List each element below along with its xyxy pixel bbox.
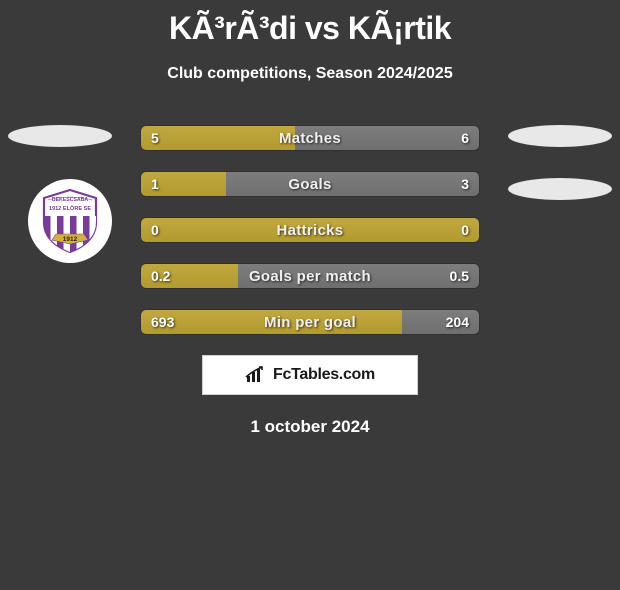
stat-label: Min per goal [141, 310, 479, 334]
side-ellipse-2 [508, 178, 612, 200]
logo-banner-text: 1912 [63, 236, 78, 243]
brand-text: FcTables.com [273, 366, 375, 384]
page-title: KÃ³rÃ³di vs KÃ¡rtik [0, 10, 620, 47]
logo-text-mid: 1912 ELÖRE SE [49, 205, 92, 212]
stat-row-matches: 56Matches [140, 125, 480, 151]
comparison-chart: BEKESCSABA 1912 ELÖRE SE 1912 56Matches 1… [0, 113, 620, 335]
team-logo-left: BEKESCSABA 1912 ELÖRE SE 1912 [28, 179, 112, 263]
stat-label: Goals per match [141, 264, 479, 288]
date-label: 1 october 2024 [0, 417, 620, 437]
logo-text-top: BEKESCSABA [52, 197, 89, 203]
stat-label: Hattricks [141, 218, 479, 242]
shield-icon: BEKESCSABA 1912 ELÖRE SE 1912 [40, 188, 100, 254]
stat-row-hattricks: 00Hattricks [140, 217, 480, 243]
brand-attribution[interactable]: FcTables.com [202, 355, 418, 395]
stat-label: Matches [141, 126, 479, 150]
bar-chart-icon [245, 366, 267, 384]
stat-row-min-per-goal: 693204Min per goal [140, 309, 480, 335]
subtitle: Club competitions, Season 2024/2025 [0, 65, 620, 83]
stat-row-goals: 13Goals [140, 171, 480, 197]
stat-row-goals-per-match: 0.20.5Goals per match [140, 263, 480, 289]
stat-label: Goals [141, 172, 479, 196]
side-ellipse-1 [508, 125, 612, 147]
side-ellipse-0 [8, 125, 112, 147]
